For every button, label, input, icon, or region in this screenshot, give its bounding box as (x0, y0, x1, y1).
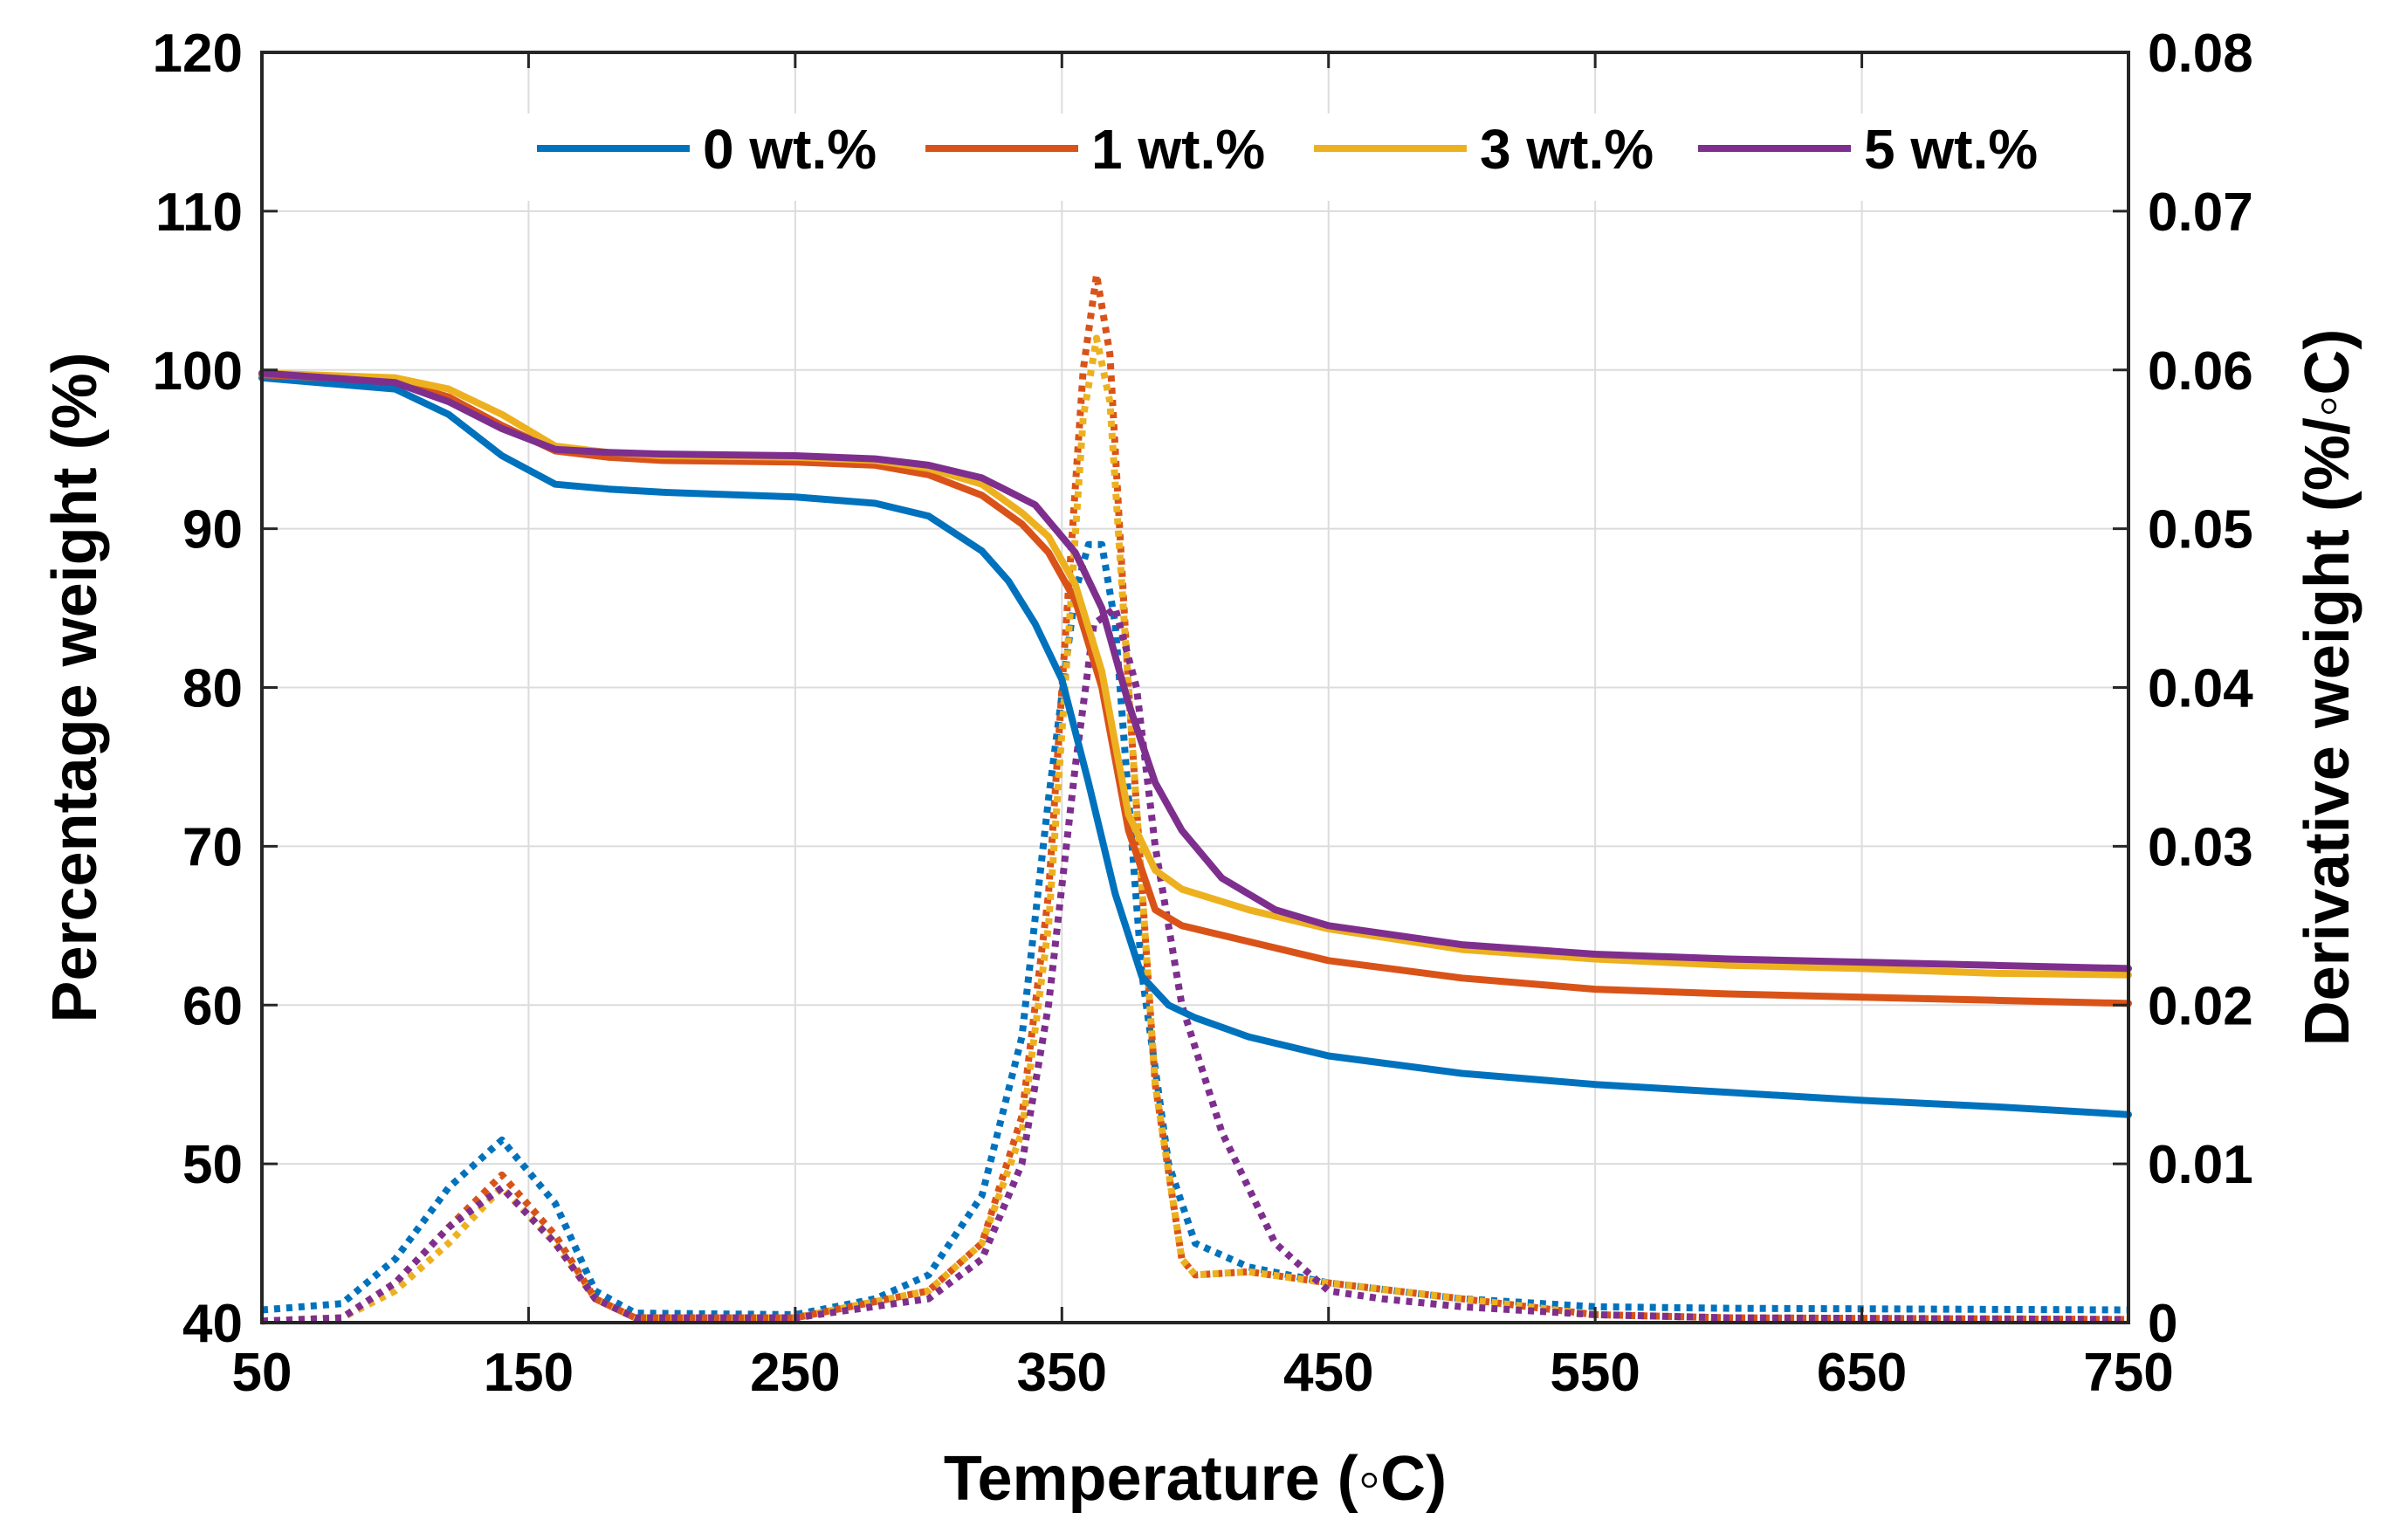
legend-box (524, 113, 2069, 201)
x-tick-label: 350 (1017, 1343, 1107, 1403)
x-tick-label: 50 (232, 1343, 292, 1403)
weight-line-3 (258, 369, 2132, 973)
weight-line-0 (258, 374, 2132, 1118)
y-tick-label-left: 40 (182, 1294, 243, 1354)
y-tick-label-left: 120 (153, 24, 243, 84)
y-tick-label-left: 100 (153, 341, 243, 402)
legend-label-2: 3 wt.% (1480, 118, 1654, 181)
y-tick-label-right: 0.06 (2148, 341, 2253, 402)
legend-label-0: 0 wt.% (703, 118, 877, 181)
x-tick-label: 750 (2083, 1343, 2173, 1403)
y-tick-label-right: 0.02 (2148, 976, 2253, 1036)
legend-label-1: 1 wt.% (1091, 118, 1265, 181)
y-tick-label-right: 0.07 (2148, 182, 2253, 243)
x-tick-label: 250 (750, 1343, 840, 1403)
y-tick-label-right: 0.08 (2148, 24, 2253, 84)
legend-label-3: 5 wt.% (1864, 118, 2038, 181)
y-tick-label-left: 110 (155, 182, 243, 243)
x-tick-label: 550 (1550, 1343, 1640, 1403)
y-tick-label-left: 60 (182, 976, 243, 1036)
y-tick-label-left: 50 (182, 1135, 243, 1195)
axis-ticks: 50 150 250 350 450 550 650 75040506070809010011… (153, 24, 2254, 1403)
x-tick-label: 650 (1817, 1343, 1907, 1403)
y-tick-label-right: 0 (2148, 1294, 2177, 1354)
y-axis-title-left: Percentage weight (%) (40, 352, 110, 1022)
data-lines (258, 271, 2132, 1325)
x-tick-label: 150 (484, 1343, 574, 1403)
x-axis-title: Temperature (◦C) (944, 1444, 1447, 1514)
y-tick-label-right: 0.03 (2148, 817, 2253, 877)
x-tick-label: 450 (1283, 1343, 1373, 1403)
legend: 0 wt.% 1 wt.% 3 wt.% 5 wt.% (524, 113, 2069, 201)
y-tick-label-left: 90 (182, 500, 243, 560)
y-tick-label-left: 70 (182, 817, 243, 877)
y-tick-label-right: 0.01 (2148, 1135, 2253, 1195)
derivative-line-2 (261, 334, 2129, 1325)
y-tick-label-right: 0.05 (2148, 500, 2253, 560)
y-axis-title-right: Derivative weight (%/◦C) (2293, 329, 2362, 1047)
y-tick-label-left: 80 (182, 659, 243, 719)
y-tick-label-right: 0.04 (2148, 659, 2253, 719)
